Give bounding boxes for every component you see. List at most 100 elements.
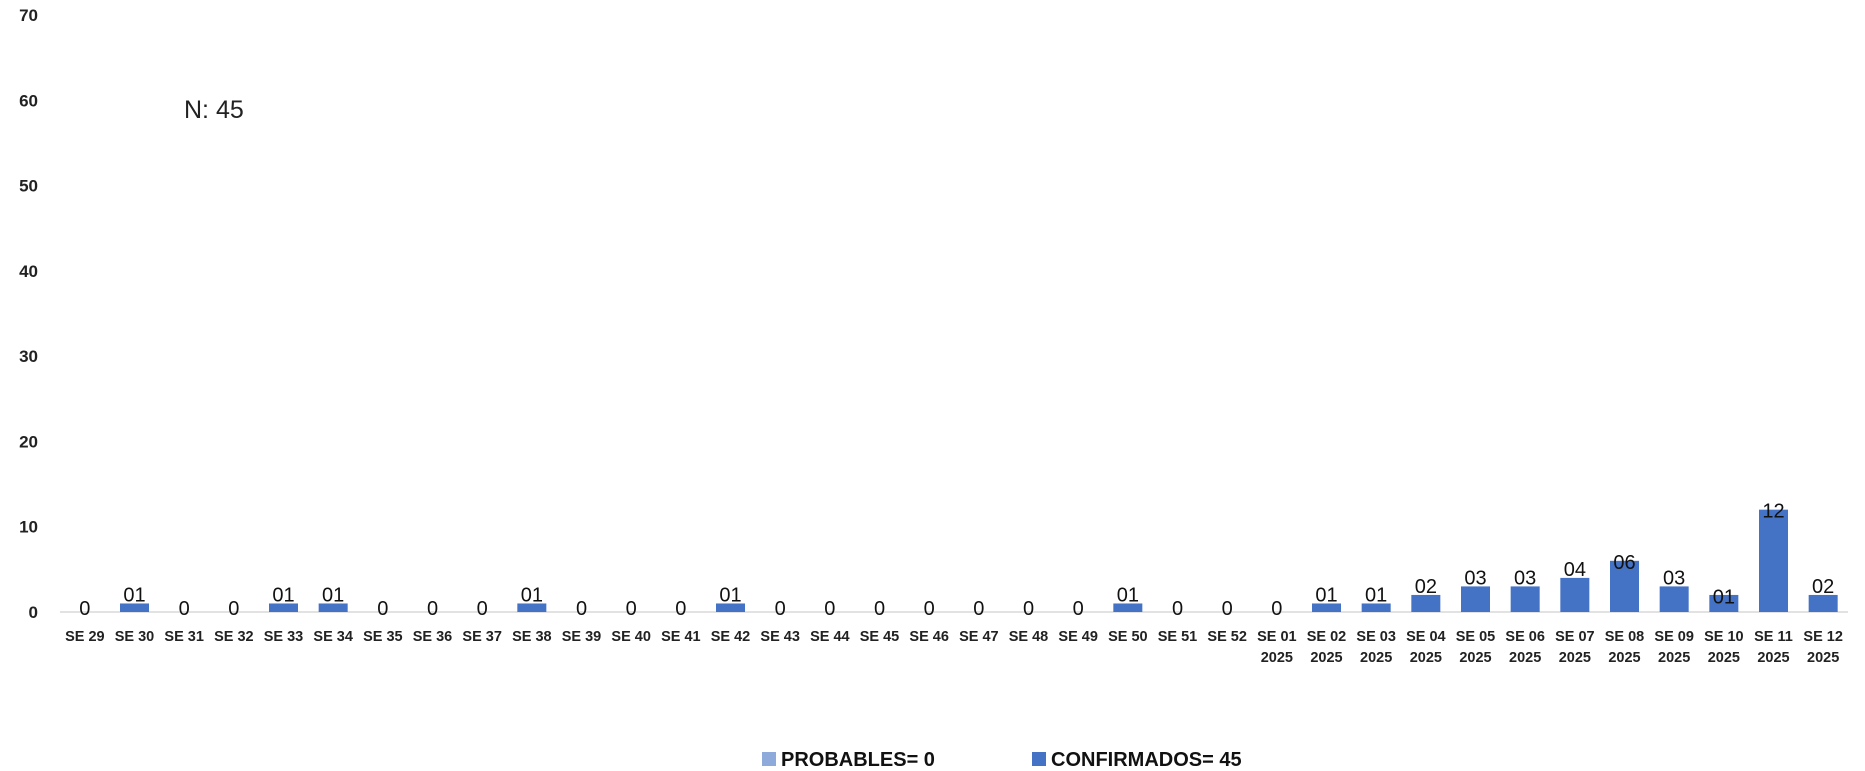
data-label: 04: [1564, 559, 1586, 581]
bar-confirmados: [1461, 586, 1490, 612]
x-tick-label: SE 33: [264, 629, 304, 645]
x-tick-label: 2025: [1807, 650, 1839, 666]
y-tick-label: 0: [29, 603, 38, 622]
x-tick-label: SE 32: [214, 629, 254, 645]
x-tick-label: SE 51: [1158, 629, 1198, 645]
data-label: 0: [576, 598, 587, 620]
bar-confirmados: [1759, 509, 1788, 612]
x-tick-label: SE 04: [1406, 629, 1446, 645]
x-tick-label: SE 47: [959, 629, 999, 645]
x-tick-label: 2025: [1509, 650, 1541, 666]
data-label: 01: [322, 584, 344, 606]
x-tick-label: SE 52: [1207, 629, 1247, 645]
x-tick-label: SE 37: [462, 629, 502, 645]
data-label: 0: [874, 598, 885, 620]
data-label: 01: [521, 584, 543, 606]
x-tick-label: SE 44: [810, 629, 850, 645]
data-label: 0: [477, 598, 488, 620]
bar-confirmados: [1610, 560, 1639, 612]
data-label: 01: [1315, 584, 1337, 606]
bar-confirmados: [716, 603, 745, 612]
x-tick-label: SE 41: [661, 629, 701, 645]
y-tick-label: 10: [19, 518, 38, 537]
x-tick-label: SE 48: [1009, 629, 1049, 645]
x-tick-label: SE 34: [313, 629, 353, 645]
bar-confirmados: [269, 603, 298, 612]
x-axis-ticks: SE 29 SE 30 SE 31 SE 32 SE 33 SE 34 SE 35 SE 36…: [65, 629, 1843, 666]
data-label: 03: [1663, 567, 1685, 589]
data-label: 0: [824, 598, 835, 620]
x-tick-label: SE 49: [1058, 629, 1098, 645]
data-label: 0: [377, 598, 388, 620]
data-label: 01: [123, 584, 145, 606]
x-tick-label: SE 06: [1505, 629, 1545, 645]
data-label: 0: [675, 598, 686, 620]
x-tick-label: SE 46: [909, 629, 949, 645]
data-label: 02: [1415, 576, 1437, 598]
x-tick-label: SE 29: [65, 629, 105, 645]
x-tick-label: SE 43: [760, 629, 800, 645]
x-tick-label: SE 39: [562, 629, 602, 645]
legend-label: PROBABLES= 0: [781, 749, 935, 771]
data-label: 0: [179, 598, 190, 620]
x-tick-label: 2025: [1708, 650, 1740, 666]
x-tick-label: SE 35: [363, 629, 403, 645]
y-tick-label: 20: [19, 432, 38, 451]
y-tick-label: 60: [19, 91, 38, 110]
bar-confirmados: [1808, 594, 1838, 612]
x-tick-label: 2025: [1360, 650, 1392, 666]
bar-confirmados: [318, 603, 348, 612]
data-label: 0: [79, 598, 90, 620]
y-axis: 0 10 20 30 40 50 60 70: [19, 6, 38, 622]
bar-confirmados: [1709, 594, 1739, 612]
data-label: 0: [1023, 598, 1034, 620]
data-label: 0: [924, 598, 935, 620]
data-label: 06: [1613, 552, 1635, 574]
data-label: 0: [228, 598, 239, 620]
x-tick-label: SE 08: [1605, 629, 1645, 645]
x-tick-label: 2025: [1757, 650, 1789, 666]
x-tick-label: SE 42: [711, 629, 751, 645]
y-tick-label: 70: [19, 6, 38, 25]
x-tick-label: SE 45: [860, 629, 900, 645]
x-tick-label: 2025: [1310, 650, 1342, 666]
data-label: 01: [272, 584, 294, 606]
x-tick-label: SE 01: [1257, 629, 1297, 645]
bar-confirmados: [1312, 603, 1341, 612]
x-tick-label: SE 07: [1555, 629, 1595, 645]
data-label: 0: [775, 598, 786, 620]
x-tick-label: 2025: [1261, 650, 1293, 666]
bar-confirmados: [1113, 603, 1143, 612]
y-tick-label: 40: [19, 262, 38, 281]
data-label: 02: [1812, 576, 1834, 598]
data-label: 0: [1222, 598, 1233, 620]
legend: PROBABLES= 0 CONFIRMADOS= 45: [762, 749, 1242, 771]
legend-swatch: [1032, 752, 1046, 766]
legend-label: CONFIRMADOS= 45: [1051, 749, 1242, 771]
data-label: 0: [973, 598, 984, 620]
data-label: 01: [1117, 584, 1139, 606]
bar-confirmados: [517, 603, 547, 612]
x-tick-label: SE 38: [512, 629, 552, 645]
x-tick-label: SE 11: [1754, 629, 1793, 645]
data-label: 03: [1464, 567, 1486, 589]
y-tick-label: 50: [19, 177, 38, 196]
bar-confirmados: [120, 603, 149, 612]
bars: [120, 509, 1838, 612]
x-tick-label: 2025: [1459, 650, 1491, 666]
bar-confirmados: [1659, 586, 1689, 612]
x-tick-label: SE 12: [1803, 629, 1843, 645]
data-label: 0: [1073, 598, 1084, 620]
x-tick-label: SE 36: [413, 629, 453, 645]
x-tick-label: 2025: [1658, 650, 1690, 666]
x-tick-label: 2025: [1608, 650, 1640, 666]
x-tick-label: SE 31: [164, 629, 204, 645]
x-tick-label: SE 05: [1456, 629, 1496, 645]
x-tick-label: SE 50: [1108, 629, 1148, 645]
data-label: 01: [1713, 586, 1735, 608]
data-label: 01: [1365, 584, 1387, 606]
x-tick-label: SE 10: [1704, 629, 1744, 645]
data-label: 01: [719, 584, 741, 606]
data-label: 0: [626, 598, 637, 620]
